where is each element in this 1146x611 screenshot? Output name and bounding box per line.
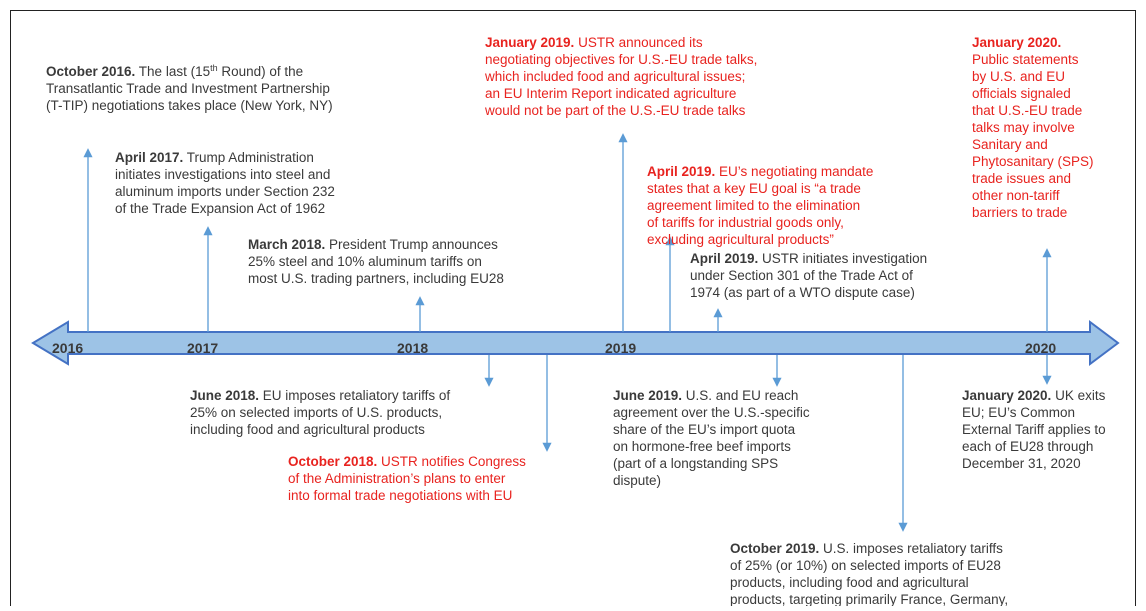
event-text-line: Sanitary and xyxy=(972,137,1048,152)
event-text-line: of the Trade Expansion Act of 1962 xyxy=(115,201,325,216)
event-text-line: trade issues and xyxy=(972,171,1071,186)
event-text-line: share of the EU’s import quota xyxy=(613,422,796,437)
event-text-line: which included food and agricultural iss… xyxy=(484,69,745,84)
event-text-line: EU imposes retaliatory tariffs of xyxy=(259,388,450,403)
event-text-line: of 25% (or 10%) on selected imports of E… xyxy=(730,558,1001,573)
event-text-line: of tariffs for industrial goods only, xyxy=(647,215,844,230)
event-text-line: USTR announced its xyxy=(574,35,703,50)
event-text-line: U.S. and EU reach xyxy=(682,388,798,403)
event-date: January 2020. xyxy=(962,388,1051,403)
event-text-line: on hormone-free beef imports xyxy=(613,439,791,454)
event-date: April 2019. xyxy=(690,251,758,266)
event-text: October 2019. U.S. imposes retaliatory t… xyxy=(730,541,1008,606)
event-text: October 2016. The last (15th Round) of t… xyxy=(46,63,333,113)
event-text-line: that U.S.-EU trade xyxy=(972,103,1082,118)
event-text-line: Phytosanitary (SPS) xyxy=(972,154,1094,169)
year-label: 2016 xyxy=(52,340,83,356)
event-date: October 2018. xyxy=(288,454,377,469)
event-text-line: Round) of the xyxy=(218,64,304,79)
event-text-line: USTR initiates investigation xyxy=(758,251,927,266)
event-text-line: an EU Interim Report indicated agricultu… xyxy=(485,86,736,101)
event-text-line: External Tariff applies to xyxy=(962,422,1106,437)
event-text-line: each of EU28 through xyxy=(962,439,1093,454)
event-text-line: talks may involve xyxy=(972,120,1075,135)
event-text-line: UK exits xyxy=(1051,388,1105,403)
event-text-line: excluding agricultural products” xyxy=(647,232,834,247)
event-text: April 2019. EU’s negotiating mandate stat… xyxy=(647,164,873,247)
event-text: October 2018. USTR notifies Congress of t… xyxy=(288,454,526,503)
year-label: 2017 xyxy=(187,340,218,356)
event-text-line: U.S. imposes retaliatory tariffs xyxy=(819,541,1003,556)
event-date: April 2017. xyxy=(115,150,183,165)
event-text-line: EU’s negotiating mandate xyxy=(715,164,873,179)
event-text: June 2019. U.S. and EU reach agreement ov… xyxy=(613,388,810,488)
year-label: 2020 xyxy=(1025,340,1056,356)
event-text-line: 1974 (as part of a WTO dispute case) xyxy=(690,285,915,300)
event-text-line: dispute) xyxy=(613,473,661,488)
event-text-line: Transatlantic Trade and Investment Partn… xyxy=(46,81,330,96)
year-label: 2019 xyxy=(605,340,636,356)
event-text-line: The last (15 xyxy=(135,64,210,79)
event-text-line: negotiating objectives for U.S.-EU trade… xyxy=(485,52,757,67)
event-text-line: EU; EU’s Common xyxy=(962,405,1075,420)
event-text-line: aluminum imports under Section 232 xyxy=(115,184,335,199)
event-text-line: most U.S. trading partners, including EU… xyxy=(248,271,504,286)
event-text-line: other non-tariff xyxy=(972,188,1060,203)
event-date: April 2019. xyxy=(647,164,715,179)
event-date: October 2016. xyxy=(46,64,135,79)
event-text-line: under Section 301 of the Trade Act of xyxy=(690,268,913,283)
event-text-line: (part of a longstanding SPS xyxy=(613,456,778,471)
event-text-line: (T-TIP) negotiations takes place (New Yo… xyxy=(46,98,333,113)
event-text-line: products, targeting primarily France, Ge… xyxy=(730,592,1008,606)
event-text: April 2017. Trump Administration initiate… xyxy=(115,150,335,216)
event-text-line: agreement limited to the elimination xyxy=(647,198,860,213)
event-text-line: officials signaled xyxy=(972,86,1071,101)
timeline-arrow xyxy=(31,320,1120,366)
event-text-line: including food and agricultural products xyxy=(190,422,425,437)
event-text: January 2019. USTR announced its negotiat… xyxy=(484,35,757,118)
event-date: January 2019. xyxy=(485,35,574,50)
event-text-line: barriers to trade xyxy=(972,205,1067,220)
event-text-line: December 31, 2020 xyxy=(962,456,1081,471)
event-sup: th xyxy=(210,63,218,73)
event-text-line: Trump Administration xyxy=(183,150,314,165)
event-text-line: products, including food and agricultura… xyxy=(730,575,969,590)
event-text-line: states that a key EU goal is “a trade xyxy=(647,181,861,196)
event-text-line: USTR notifies Congress xyxy=(377,454,526,469)
event-text: April 2019. USTR initiates investigation… xyxy=(690,251,927,300)
event-text-line: would not be part of the U.S.-EU trade t… xyxy=(484,103,746,118)
connectors xyxy=(83,133,1052,532)
event-text-line: by U.S. and EU xyxy=(972,69,1065,84)
event-text: June 2018. EU imposes retaliatory tariff… xyxy=(190,388,450,437)
year-label: 2018 xyxy=(397,340,428,356)
event-date: June 2019. xyxy=(613,388,682,403)
event-text-line: President Trump announces xyxy=(325,237,498,252)
event-text: March 2018. President Trump announces 25%… xyxy=(248,237,504,286)
event-text: January 2020. Public statements by U.S. an… xyxy=(972,35,1094,220)
event-text-line: 25% steel and 10% aluminum tariffs on xyxy=(248,254,482,269)
event-text-line: 25% on selected imports of U.S. products… xyxy=(190,405,442,420)
event-text-line: of the Administration’s plans to enter xyxy=(288,471,506,486)
event-text-line: initiates investigations into steel and xyxy=(115,167,330,182)
event-date: October 2019. xyxy=(730,541,819,556)
event-date: June 2018. xyxy=(190,388,259,403)
event-text-line: Public statements xyxy=(972,52,1079,67)
event-text-line: into formal trade negotiations with EU xyxy=(288,488,512,503)
event-text-line: agreement over the U.S.-specific xyxy=(613,405,810,420)
event-date: March 2018. xyxy=(248,237,325,252)
event-date: January 2020. xyxy=(972,35,1061,50)
event-text: January 2020. UK exits EU; EU’s Common Ext… xyxy=(962,388,1106,471)
